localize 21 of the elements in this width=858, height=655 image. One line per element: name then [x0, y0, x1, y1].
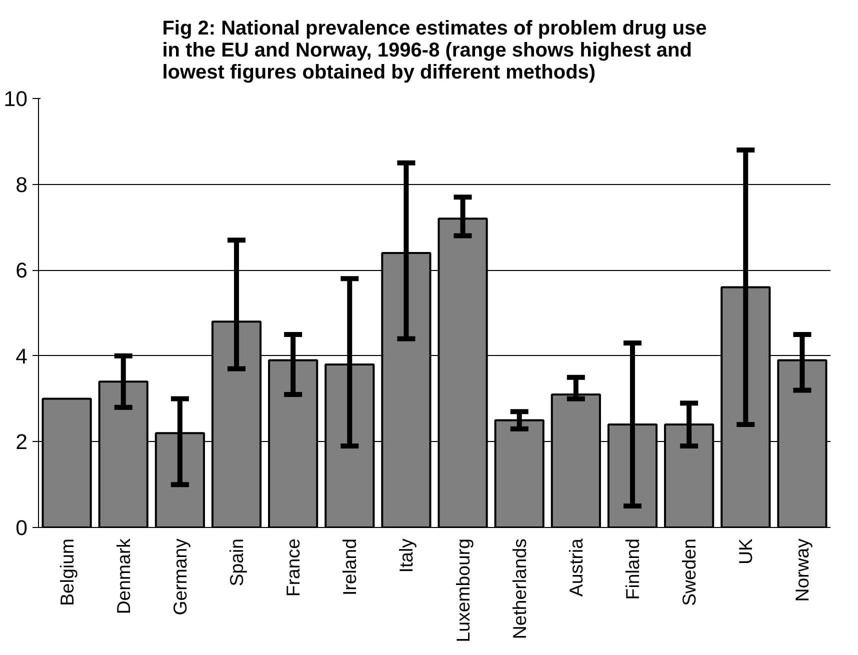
y-tick-label: 2 — [16, 430, 28, 454]
x-tick-label: Netherlands — [508, 538, 530, 640]
x-tick-label: Spain — [226, 538, 247, 586]
x-tick-label: UK — [735, 538, 756, 564]
x-tick-label: Sweden — [678, 538, 700, 606]
y-tick-label: 10 — [4, 87, 28, 111]
x-tick-label: Ireland — [339, 538, 360, 596]
x-tick-label: France — [282, 538, 304, 597]
x-tick-label: Germany — [169, 538, 190, 616]
x-tick-label: Norway — [792, 538, 813, 602]
x-tick-label: Denmark — [112, 538, 134, 614]
chart-title: Fig 2: National prevalence estimates of problem drug use in the EU and Norway, 1996-8 (range shows highest and lowest figures obtained by different methods) — [162, 18, 707, 84]
x-tick-label: Belgium — [56, 538, 78, 606]
y-tick-label: 0 — [16, 516, 28, 540]
y-tick-label: 8 — [16, 172, 28, 197]
y-tick-label: 6 — [16, 258, 28, 283]
y-tick-label: 4 — [16, 344, 28, 368]
x-tick-label: Italy — [396, 538, 417, 573]
x-tick-label: Austria — [565, 538, 586, 597]
x-tick-label: Finland — [622, 538, 643, 600]
x-tick-label: Luxembourg — [452, 538, 474, 642]
